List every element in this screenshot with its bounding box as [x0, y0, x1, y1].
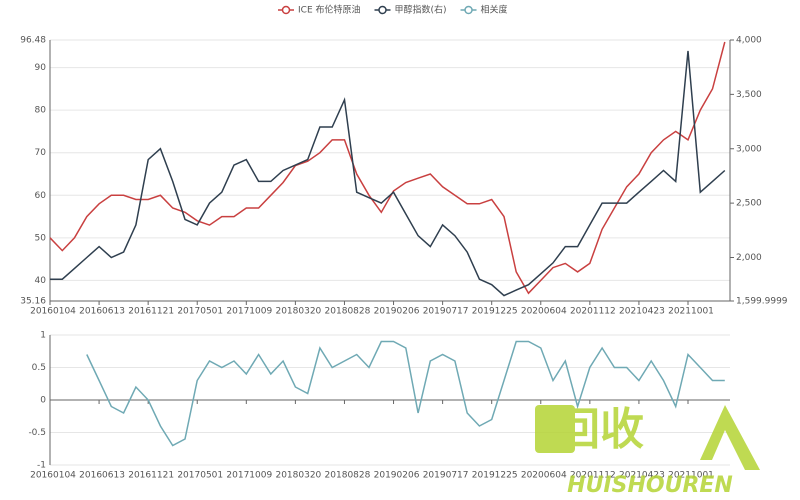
x-tick-label: 20191225 — [472, 307, 518, 317]
y2-tick-label: 3,000 — [736, 144, 762, 154]
y2-tick-label: 4,000 — [736, 36, 762, 46]
y-tick-label: 50 — [35, 233, 47, 243]
y-tick-label: 70 — [35, 148, 47, 158]
y-tick-label: 0 — [40, 396, 46, 406]
y-tick-label: 40 — [35, 276, 47, 286]
x-tick-label: 20200604 — [521, 307, 567, 317]
legend-label: 相关度 — [481, 4, 508, 16]
x-tick-label: 20180320 — [275, 307, 321, 317]
logo-box — [535, 405, 575, 453]
logo-icon — [700, 405, 760, 470]
y2-tick-label: 2,500 — [736, 199, 762, 209]
legend-dot — [464, 5, 473, 15]
x-tick-label: 20161121 — [128, 471, 174, 481]
x-tick-label: 20161121 — [128, 307, 174, 317]
y2-tick-label: 1,599.9999 — [736, 297, 788, 307]
series-line — [49, 41, 726, 295]
x-tick-label: 20211001 — [668, 471, 714, 481]
x-tick-label: 20211001 — [668, 307, 714, 317]
y-tick-label: 60 — [35, 191, 47, 201]
series-line — [50, 50, 726, 297]
legend-dot — [378, 5, 387, 15]
x-tick-label: 20180320 — [275, 471, 321, 481]
y-tick-label: 80 — [35, 106, 47, 116]
x-tick-label: 20201112 — [570, 307, 616, 317]
y-tick-label: 1 — [40, 331, 46, 341]
legend-dot — [281, 5, 291, 15]
legend-label: ICE 布伦特原油 — [298, 4, 361, 16]
y2-tick-label: 2,000 — [736, 253, 762, 263]
series-line — [86, 340, 725, 447]
x-tick-label: 20171009 — [226, 307, 272, 317]
legend-label: 甲醇指数(右) — [395, 4, 447, 16]
x-tick-label: 20180828 — [325, 471, 371, 481]
watermark-subtext: HUISHOUREN — [567, 473, 733, 498]
y2-tick-label: 3,500 — [736, 90, 762, 100]
x-tick-label: 20171009 — [226, 471, 272, 481]
x-tick-label: 20180828 — [325, 307, 371, 317]
x-tick-label: 20190206 — [374, 307, 420, 317]
watermark: 回收 HUISHOUREN — [535, 404, 760, 498]
x-tick-label: 20190206 — [374, 471, 420, 481]
y-tick-label: -0.5 — [28, 428, 46, 438]
x-tick-label: 20160104 — [30, 307, 76, 317]
x-tick-label: 20200604 — [521, 471, 567, 481]
y-tick-label: -1 — [37, 461, 46, 471]
y-tick-label: 0.5 — [32, 363, 46, 373]
x-tick-label: 20191225 — [472, 471, 518, 481]
x-tick-label: 20210423 — [619, 471, 665, 481]
y-tick-label: 96.48 — [20, 36, 46, 46]
x-tick-label: 20201112 — [570, 471, 616, 481]
x-tick-label: 20190717 — [423, 471, 469, 481]
x-tick-label: 20210423 — [619, 307, 665, 317]
watermark-text: 回收 — [556, 404, 644, 455]
x-tick-label: 20170501 — [177, 471, 223, 481]
x-tick-label: 20170501 — [177, 307, 223, 317]
x-tick-label: 20160104 — [30, 471, 76, 481]
x-tick-label: 20160613 — [79, 307, 125, 317]
y-tick-label: 90 — [35, 63, 47, 73]
x-tick-label: 20160613 — [79, 471, 125, 481]
x-tick-label: 20190717 — [423, 307, 469, 317]
y-tick-label: 35.16 — [20, 297, 46, 307]
